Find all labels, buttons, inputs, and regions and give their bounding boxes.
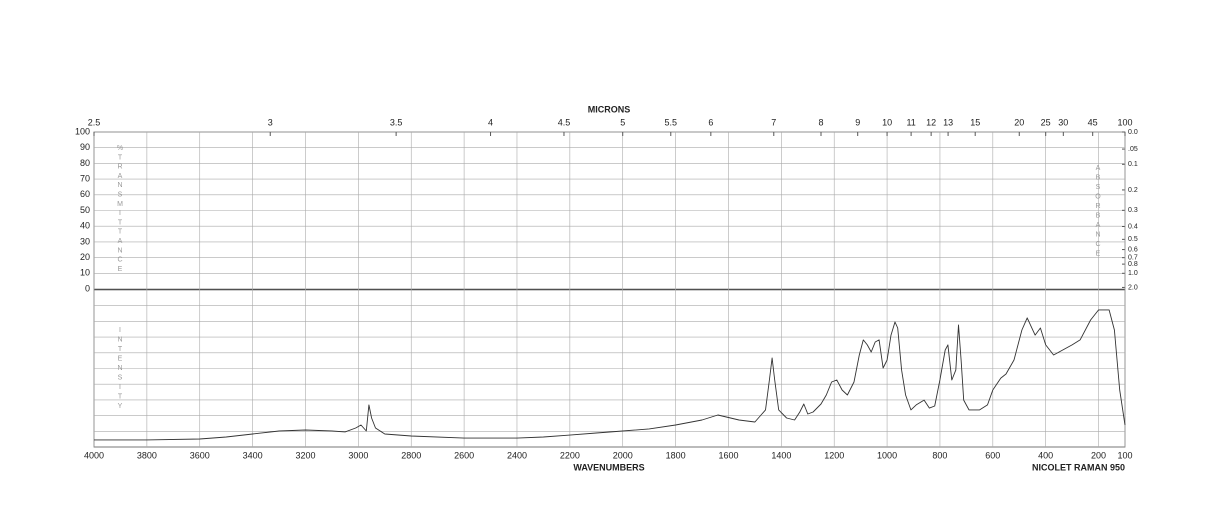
x-tick-label: 1000 [877,450,897,460]
x-tick-label: 400 [1038,450,1053,460]
chart-title: MICRONS [588,104,631,114]
y2-tick-label: 0.8 [1128,261,1138,268]
x2-tick-label: 4.5 [558,117,571,127]
x2-tick-label: 6 [708,117,713,127]
x-tick-label: 3600 [190,450,210,460]
x-axis-label: WAVENUMBERS [573,462,644,472]
x-tick-label: 200 [1091,450,1106,460]
x-tick-label: 2800 [401,450,421,460]
x-tick-label: 100 [1117,450,1132,460]
x-tick-label: 3200 [295,450,315,460]
y-tick-label: 0 [85,283,90,293]
x2-tick-label: 5.5 [665,117,678,127]
x-tick-label: 1200 [824,450,844,460]
x2-tick-label: 12 [926,117,936,127]
x2-tick-label: 2.5 [88,117,101,127]
x-tick-label: 1600 [718,450,738,460]
y-tick-label: 30 [80,236,90,246]
y-tick-label: 70 [80,173,90,183]
y2-tick-label: 0.3 [1128,207,1138,214]
y2-tick-label: 0.0 [1128,129,1138,136]
x2-tick-label: 25 [1041,117,1051,127]
x-tick-label: 800 [932,450,947,460]
x2-tick-label: 10 [882,117,892,127]
y-tick-label: 50 [80,205,90,215]
y2-tick-label: 0.6 [1128,246,1138,253]
y2-tick-label: 0.4 [1128,223,1138,230]
y-tick-label: 60 [80,189,90,199]
x2-tick-label: 20 [1014,117,1024,127]
y-tick-label: 80 [80,158,90,168]
y2-tick-label: 0.1 [1128,161,1138,168]
x-tick-label: 600 [985,450,1000,460]
x-tick-label: 2200 [560,450,580,460]
x2-tick-label: 3.5 [390,117,403,127]
instrument-label: NICOLET RAMAN 950 [1032,462,1125,472]
x2-tick-label: 13 [943,117,953,127]
y2-tick-label: 0.2 [1128,187,1138,194]
x2-tick-label: 4 [488,117,493,127]
x2-tick-label: 5 [620,117,625,127]
y2-tick-label: .05 [1128,146,1138,153]
x2-tick-label: 45 [1088,117,1098,127]
y2-tick-label: 0.7 [1128,255,1138,262]
x2-tick-label: 9 [855,117,860,127]
y2-tick-label: 0.5 [1128,236,1138,243]
y-tick-label: 40 [80,221,90,231]
x2-tick-label: 100 [1117,117,1132,127]
spectrum-line [94,309,1126,441]
x-tick-label: 1400 [771,450,791,460]
x2-tick-label: 15 [970,117,980,127]
x-tick-label: 2600 [454,450,474,460]
x-tick-label: 4000 [84,450,104,460]
x-tick-label: 2400 [507,450,527,460]
x-tick-label: 1800 [666,450,686,460]
y-tick-label: 20 [80,252,90,262]
x-tick-label: 3400 [243,450,263,460]
x2-tick-label: 11 [906,117,915,127]
x-tick-label: 3000 [348,450,368,460]
x2-tick-label: 30 [1058,117,1068,127]
x2-tick-label: 8 [818,117,823,127]
x-tick-label: 2000 [613,450,633,460]
x-tick-label: 3800 [137,450,157,460]
y-tick-label: 100 [75,126,90,136]
y-tick-label: 10 [80,268,90,278]
y-axis-label: % T R A N S M I T T A N C E [117,145,123,273]
y2-tick-label: 2.0 [1128,284,1138,291]
y-tick-label: 90 [80,142,90,152]
x2-tick-label: 3 [268,117,273,127]
x2-tick-label: 7 [771,117,776,127]
y2-tick-label: 1.0 [1128,270,1138,277]
